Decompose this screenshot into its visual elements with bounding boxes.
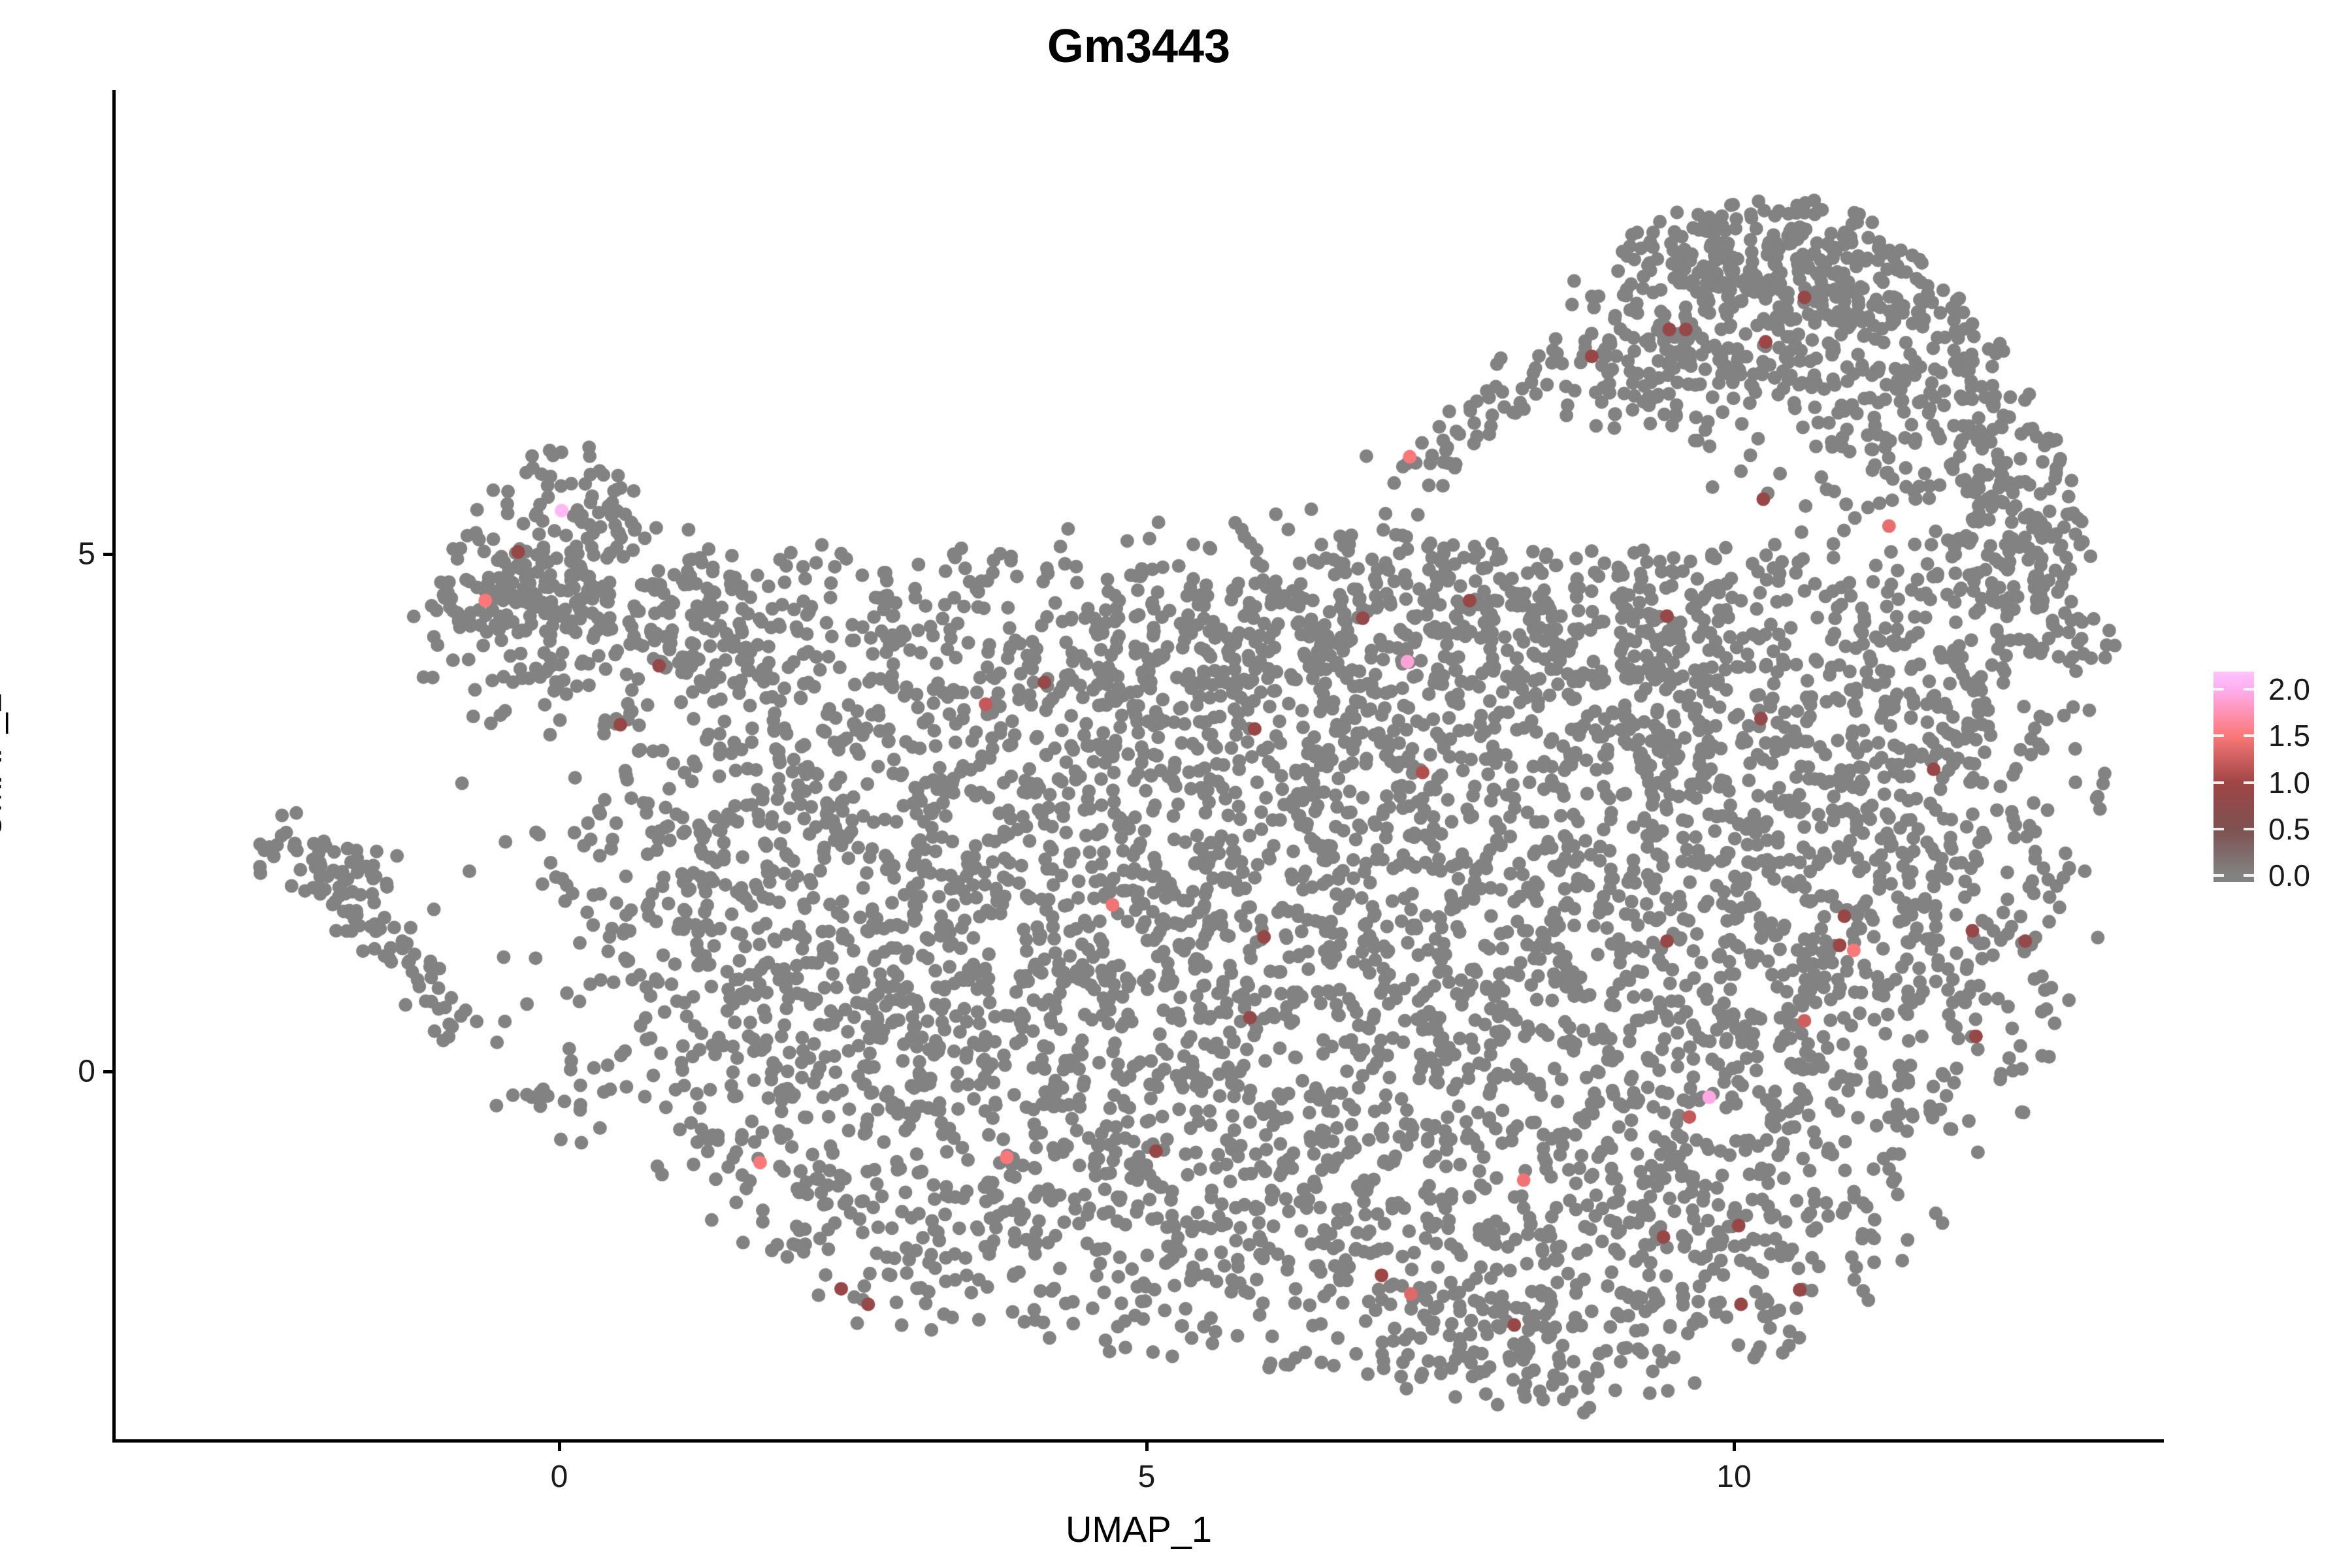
colorbar-tick-mark: [2244, 827, 2254, 830]
y-tick-label: 0: [78, 1054, 95, 1089]
y-tick-label: 5: [78, 536, 95, 572]
y-tick-mark: [103, 553, 115, 556]
x-tick-mark: [1733, 1439, 1736, 1451]
colorbar-tick-label: 0.5: [2268, 811, 2310, 846]
colorbar-tick-label: 1.5: [2268, 719, 2310, 753]
y-axis-title: UMAP_2: [0, 692, 9, 840]
x-tick-label: 0: [550, 1460, 568, 1494]
x-tick-label: 5: [1137, 1460, 1156, 1494]
colorbar-tick-mark: [2213, 874, 2224, 877]
x-axis-title: UMAP_1: [1065, 1509, 1213, 1550]
x-tick-label: 10: [1716, 1460, 1752, 1494]
colorbar-tick-mark: [2213, 688, 2224, 691]
colorbar-tick-mark: [2213, 781, 2224, 784]
plot-title: Gm3443: [1047, 20, 1231, 73]
colorbar-tick-label: 2.0: [2268, 672, 2310, 707]
umap-scatter-canvas: [115, 91, 2164, 1441]
x-tick-mark: [558, 1439, 561, 1451]
colorbar-tick-mark: [2244, 734, 2254, 738]
colorbar-tick-mark: [2244, 688, 2254, 691]
plot-panel: [115, 91, 2164, 1441]
x-tick-mark: [1145, 1439, 1149, 1451]
y-tick-mark: [103, 1070, 115, 1073]
y-axis-line: [112, 90, 116, 1442]
colorbar-tick-mark: [2244, 874, 2254, 877]
colorbar-tick-mark: [2244, 781, 2254, 784]
colorbar-tick-label: 1.0: [2268, 765, 2310, 800]
colorbar-tick-label: 0.0: [2268, 858, 2310, 893]
colorbar-tick-mark: [2213, 734, 2224, 738]
colorbar-gradient: [2213, 672, 2254, 882]
colorbar-tick-mark: [2213, 827, 2224, 830]
x-axis-line: [112, 1439, 2164, 1443]
